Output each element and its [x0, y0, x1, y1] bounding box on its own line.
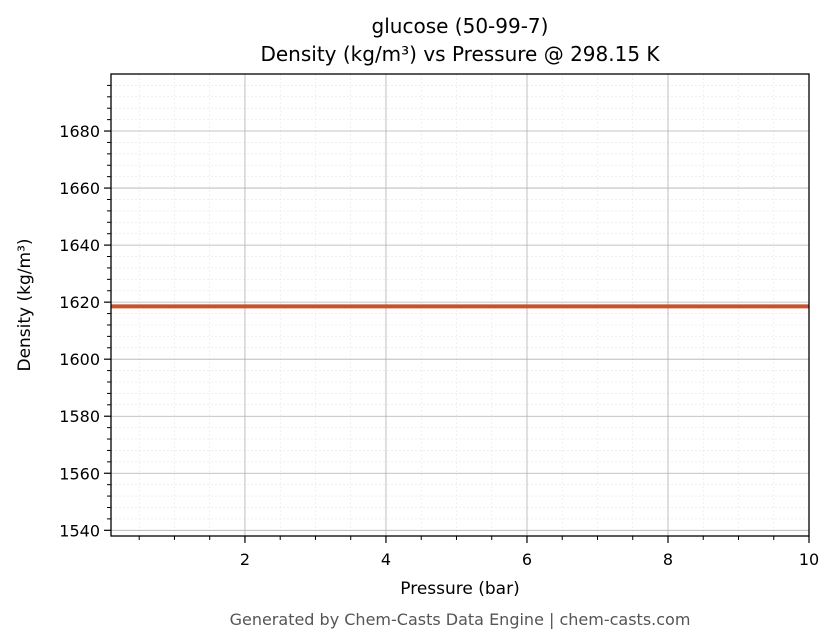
footer-credit: Generated by Chem-Casts Data Engine | ch…	[230, 610, 691, 629]
chart-title: glucose (50-99-7)	[372, 14, 549, 38]
y-tick-label: 1560	[59, 464, 100, 483]
x-tick-label: 10	[799, 550, 819, 569]
y-tick-label: 1660	[59, 179, 100, 198]
y-axis-label: Density (kg/m³)	[15, 238, 35, 371]
axis-ticks	[104, 84, 810, 543]
x-tick-labels: 2 4 6 8 10	[240, 550, 819, 569]
y-tick-label: 1680	[59, 122, 100, 141]
x-axis-label: Pressure (bar)	[400, 579, 519, 599]
y-tick-label: 1640	[59, 236, 100, 255]
minor-grid	[111, 74, 809, 536]
x-tick-label: 4	[381, 550, 391, 569]
y-tick-label: 1600	[59, 350, 100, 369]
y-tick-labels: 1540 1560 1580 1600 1620 1640 1660 1680	[59, 122, 100, 540]
plot-frame	[110, 73, 810, 537]
x-tick-label: 8	[663, 550, 673, 569]
y-tick-label: 1540	[59, 521, 100, 540]
x-tick-label: 2	[240, 550, 250, 569]
y-tick-label: 1620	[59, 293, 100, 312]
y-tick-label: 1580	[59, 407, 100, 426]
x-tick-label: 6	[522, 550, 532, 569]
major-grid	[111, 74, 809, 536]
chart-subtitle: Density (kg/m³) vs Pressure @ 298.15 K	[260, 42, 660, 66]
